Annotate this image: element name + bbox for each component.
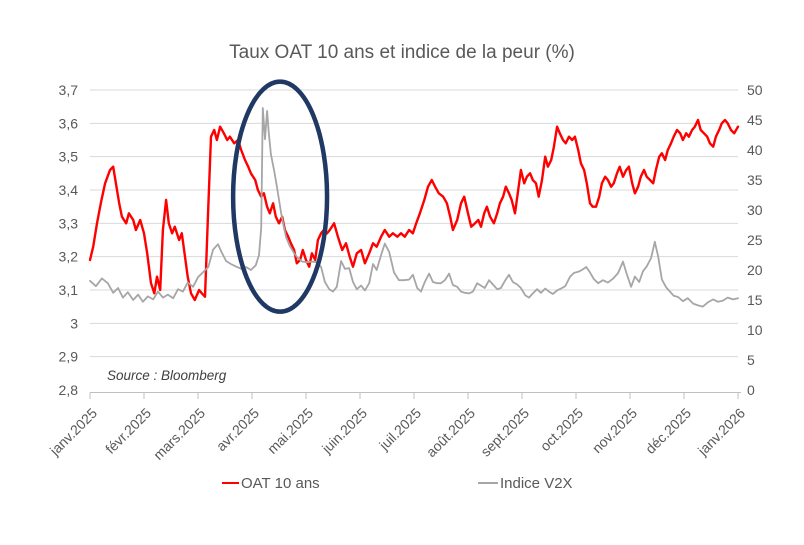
legend-label-v2x: Indice V2X [500, 474, 573, 492]
y-axis-label-right: 5 [747, 352, 755, 368]
y-axis-label-right: 25 [747, 232, 763, 248]
x-axis-label: mars.2025 [150, 405, 208, 463]
y-axis-label-right: 30 [747, 202, 763, 218]
y-axis-label-right: 10 [747, 322, 763, 338]
legend-swatch-oat [222, 481, 239, 485]
y-axis-label-right: 15 [747, 292, 763, 308]
legend-label-oat: OAT 10 ans [241, 474, 320, 492]
x-axis-label: avr.2025 [213, 405, 262, 454]
x-axis-label: juil.2025 [375, 405, 424, 454]
y-axis-label-left: 3 [70, 315, 78, 331]
y-axis-label-left: 3,3 [59, 215, 79, 231]
x-axis-label: janv.2025 [46, 405, 100, 459]
y-axis-label-left: 2,8 [59, 382, 79, 398]
v2x-series-line [89, 107, 739, 308]
y-axis-label-right: 20 [747, 262, 763, 278]
legend-item-v2x: Indice V2X [478, 474, 573, 492]
x-axis-label: janv.2026 [694, 405, 748, 459]
x-axis-label: sept.2025 [477, 405, 532, 460]
y-axis-label-left: 3,6 [59, 115, 79, 131]
y-axis-label-left: 3,5 [59, 149, 79, 165]
x-axis-label: oct.2025 [537, 405, 586, 454]
y-axis-label-left: 3,2 [59, 249, 79, 265]
y-axis-label-left: 3,7 [59, 82, 79, 98]
x-axis-label: nov.2025 [589, 405, 640, 456]
x-axis-label: mai.2025 [264, 405, 316, 457]
chart-title: Taux OAT 10 ans et indice de la peur (%) [229, 42, 575, 63]
oat-series-line [88, 118, 740, 302]
source-note: Source : Bloomberg [107, 368, 227, 383]
y-axis-label-left: 2,9 [59, 349, 79, 365]
x-axis-label: août.2025 [423, 405, 479, 461]
x-axis-label: déc.2025 [642, 405, 694, 457]
y-axis-label-left: 3,4 [59, 182, 79, 198]
x-axis-label: juin.2025 [318, 405, 370, 457]
y-axis-label-right: 45 [747, 112, 763, 128]
legend-swatch-v2x [478, 482, 498, 484]
x-axis-label: févr.2025 [102, 405, 154, 457]
y-axis-label-left: 3,1 [59, 282, 79, 298]
y-axis-label-right: 35 [747, 172, 763, 188]
y-axis-label-right: 0 [747, 382, 755, 398]
y-axis-label-right: 40 [747, 142, 763, 158]
annotation-ellipse [230, 79, 330, 314]
y-axis-label-right: 50 [747, 82, 763, 98]
legend-item-oat: OAT 10 ans [222, 474, 320, 492]
